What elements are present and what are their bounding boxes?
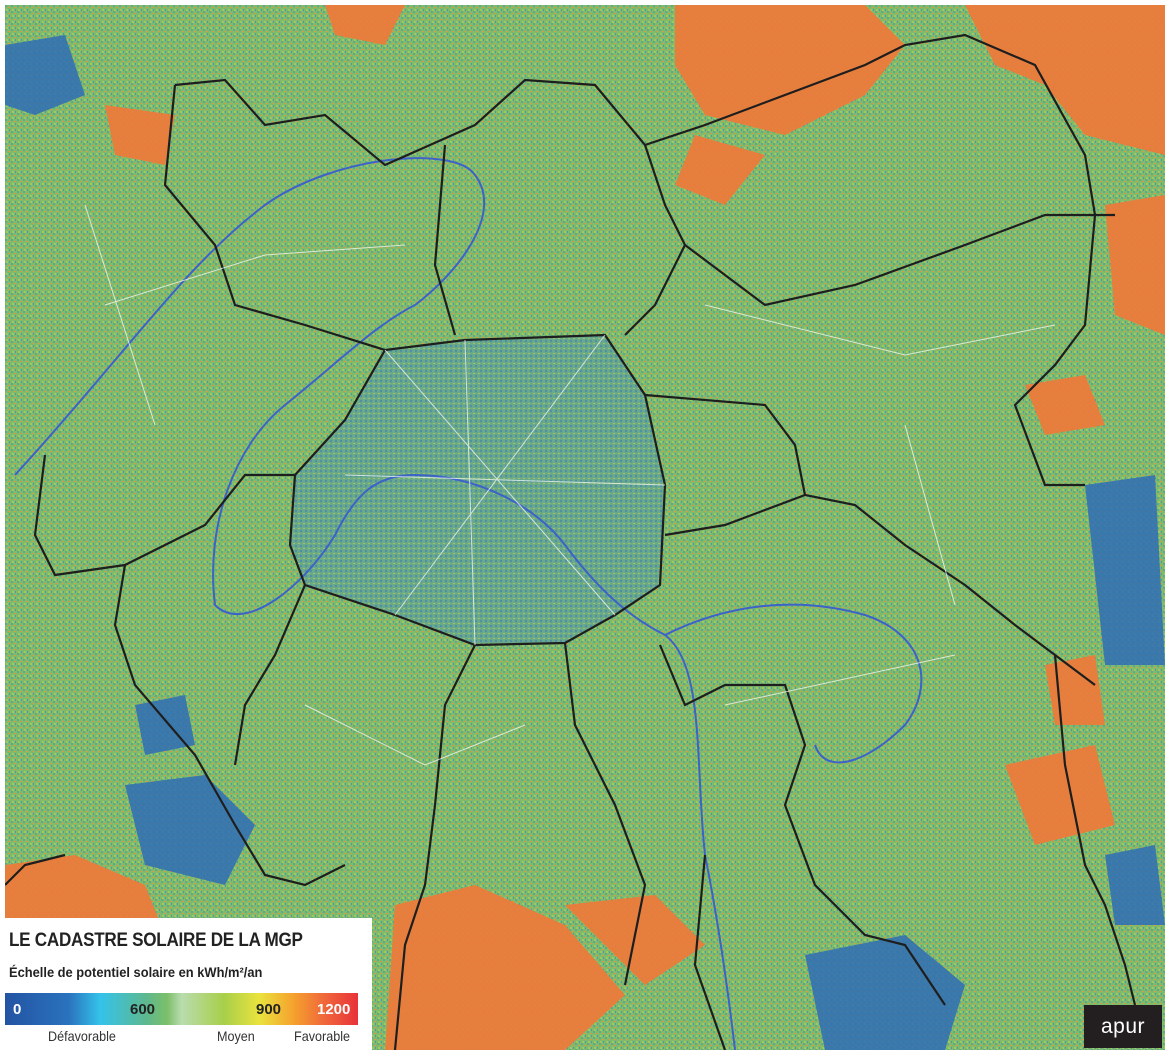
color-scale-bar [5,993,358,1025]
paris-center [290,335,665,645]
tick-0: 0 [13,1001,22,1018]
apur-logo: apur [1084,1005,1162,1048]
street-lines [84,204,1056,766]
label-moyen: Moyen [217,1028,255,1044]
tick-900: 900 [256,1001,282,1018]
label-favorable: Favorable [294,1028,351,1044]
label-defavorable: Défavorable [48,1028,116,1044]
legend-title: LE CADASTRE SOLAIRE DE LA MGP [9,930,303,951]
commune-boundaries [5,33,1137,1050]
tick-1200: 1200 [317,1001,351,1018]
legend-subtitle: Échelle de potentiel solaire en kWh/m²/a… [9,964,263,980]
solar-cadastre-map[interactable] [5,5,1165,1050]
legend-panel: LE CADASTRE SOLAIRE DE LA MGP Échelle de… [5,918,372,1050]
tick-600: 600 [130,1001,156,1018]
